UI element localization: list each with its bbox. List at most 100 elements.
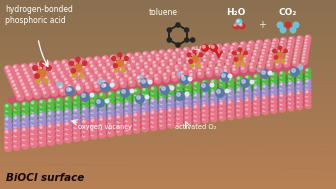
Circle shape — [81, 64, 89, 72]
Circle shape — [91, 65, 93, 67]
Bar — [0, 110, 336, 111]
Circle shape — [160, 91, 162, 93]
Circle shape — [263, 110, 265, 112]
Circle shape — [57, 65, 59, 67]
Circle shape — [177, 93, 180, 96]
Circle shape — [102, 82, 110, 90]
Bar — [0, 104, 336, 105]
Polygon shape — [8, 95, 308, 149]
Circle shape — [64, 96, 72, 104]
Circle shape — [160, 107, 162, 109]
Circle shape — [249, 42, 251, 44]
Circle shape — [75, 82, 83, 90]
Circle shape — [222, 48, 225, 50]
Circle shape — [64, 121, 72, 129]
Circle shape — [32, 69, 40, 77]
Circle shape — [43, 91, 46, 94]
Circle shape — [286, 56, 288, 58]
Circle shape — [269, 55, 271, 57]
Circle shape — [50, 71, 58, 79]
Circle shape — [159, 105, 166, 112]
Circle shape — [6, 122, 8, 124]
Circle shape — [31, 127, 34, 129]
Circle shape — [6, 109, 8, 112]
Circle shape — [176, 83, 183, 90]
Circle shape — [195, 82, 197, 84]
Circle shape — [163, 55, 171, 63]
Bar — [0, 55, 336, 56]
Circle shape — [297, 105, 299, 107]
Circle shape — [184, 94, 192, 101]
Bar — [0, 117, 336, 118]
Circle shape — [262, 84, 268, 91]
Circle shape — [262, 73, 268, 80]
Circle shape — [42, 90, 50, 98]
Bar — [0, 108, 336, 109]
Bar — [0, 81, 336, 82]
Circle shape — [297, 81, 299, 83]
Circle shape — [130, 81, 132, 83]
Circle shape — [30, 122, 38, 130]
Circle shape — [40, 109, 42, 112]
Circle shape — [289, 93, 291, 95]
Circle shape — [133, 104, 140, 112]
Circle shape — [76, 85, 84, 94]
Bar — [0, 151, 336, 152]
Circle shape — [246, 99, 248, 101]
Circle shape — [150, 90, 158, 97]
Circle shape — [11, 81, 14, 83]
Bar — [0, 7, 336, 8]
Circle shape — [122, 68, 125, 72]
Circle shape — [177, 100, 179, 102]
Circle shape — [201, 112, 209, 119]
Circle shape — [193, 108, 200, 116]
Circle shape — [64, 117, 72, 125]
Circle shape — [87, 72, 89, 74]
Circle shape — [303, 51, 305, 53]
Circle shape — [107, 60, 109, 62]
Circle shape — [57, 120, 59, 122]
Circle shape — [246, 88, 248, 90]
Circle shape — [47, 102, 55, 110]
Circle shape — [216, 59, 224, 67]
Circle shape — [152, 108, 154, 110]
Circle shape — [14, 139, 16, 142]
Circle shape — [13, 84, 15, 86]
Bar — [0, 80, 336, 81]
Circle shape — [194, 106, 197, 108]
Circle shape — [112, 80, 114, 82]
Circle shape — [302, 50, 309, 57]
Circle shape — [253, 93, 260, 100]
Circle shape — [197, 68, 204, 75]
Circle shape — [220, 91, 222, 93]
Bar — [0, 68, 336, 69]
Circle shape — [32, 87, 40, 96]
Circle shape — [34, 73, 40, 79]
Bar — [0, 133, 336, 134]
Circle shape — [171, 74, 179, 82]
Circle shape — [236, 53, 244, 61]
Circle shape — [134, 101, 136, 104]
Circle shape — [57, 116, 59, 118]
Circle shape — [74, 122, 77, 124]
Circle shape — [128, 67, 131, 70]
Circle shape — [40, 113, 42, 116]
Circle shape — [43, 75, 51, 83]
Circle shape — [278, 46, 285, 53]
Circle shape — [210, 98, 217, 106]
Circle shape — [58, 68, 60, 70]
Circle shape — [74, 105, 77, 107]
Circle shape — [100, 114, 102, 117]
Bar — [0, 131, 336, 132]
Circle shape — [279, 106, 286, 113]
Circle shape — [14, 66, 16, 68]
Bar — [0, 177, 336, 178]
Circle shape — [66, 119, 68, 121]
Circle shape — [254, 53, 256, 56]
Circle shape — [167, 37, 172, 43]
Circle shape — [98, 100, 106, 108]
Circle shape — [104, 84, 106, 86]
Circle shape — [216, 67, 218, 69]
Circle shape — [30, 140, 38, 149]
Circle shape — [105, 58, 113, 66]
